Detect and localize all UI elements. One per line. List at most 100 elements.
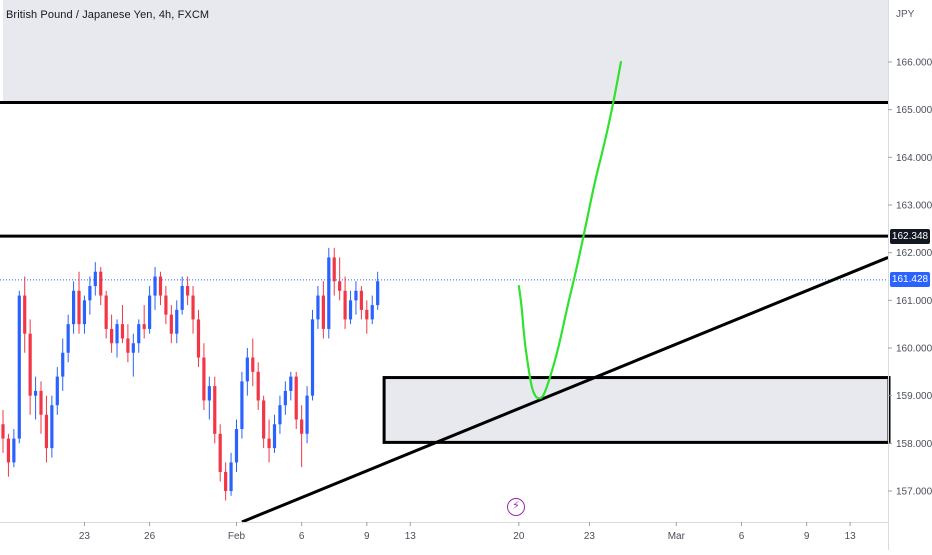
- candle: [191, 295, 195, 320]
- candle: [164, 295, 168, 315]
- candle: [131, 343, 135, 353]
- x-tick-label: Mar: [668, 531, 686, 542]
- y-tick-label: 166.000: [896, 57, 932, 68]
- candle: [338, 281, 342, 291]
- x-tick-label: 9: [364, 531, 370, 542]
- x-tick-label: 6: [299, 531, 305, 542]
- candle: [376, 281, 380, 306]
- candle: [175, 309, 179, 334]
- candle: [365, 309, 369, 320]
- candle: [202, 357, 206, 401]
- y-tick-label: 163.000: [896, 200, 932, 211]
- candle: [169, 314, 173, 334]
- candle: [186, 286, 190, 296]
- y-tick-label: 164.000: [896, 153, 932, 164]
- x-tick-label: 13: [405, 531, 417, 542]
- y-tick-label: 165.000: [896, 105, 932, 116]
- supply-demand-zone: [3, 0, 888, 103]
- y-tick-label: 159.000: [896, 391, 932, 402]
- candle: [126, 338, 130, 353]
- candle: [294, 376, 298, 420]
- candle: [332, 257, 336, 282]
- x-tick-label: 23: [79, 531, 91, 542]
- x-tick-label: 9: [804, 531, 810, 542]
- supply-demand-zone: [383, 377, 888, 443]
- candle: [17, 295, 21, 439]
- candle: [1, 424, 5, 439]
- candle: [251, 357, 255, 372]
- candle: [50, 405, 54, 449]
- candle: [305, 395, 309, 434]
- candle: [224, 471, 228, 492]
- candle: [343, 290, 347, 320]
- candle: [348, 300, 353, 320]
- candle: [82, 300, 87, 325]
- candle: [93, 271, 97, 287]
- candle: [289, 376, 293, 391]
- y-tick-label: 157.000: [896, 487, 932, 498]
- candle: [153, 276, 157, 296]
- candle: [66, 324, 70, 353]
- candle: [240, 381, 244, 430]
- y-tick-label: 161.000: [896, 296, 932, 307]
- x-tick-label: 13: [845, 531, 857, 542]
- candle: [316, 295, 320, 320]
- candle: [6, 438, 11, 463]
- y-tick-label: 162.000: [896, 248, 932, 259]
- candle: [272, 424, 277, 449]
- candle: [267, 438, 271, 449]
- candle: [77, 290, 81, 325]
- trendline: [241, 256, 889, 524]
- candle: [283, 390, 287, 406]
- lightning-icon[interactable]: ⚡: [507, 498, 525, 516]
- candle: [234, 429, 239, 463]
- candle: [213, 386, 217, 434]
- candle: [142, 324, 146, 329]
- candle: [148, 295, 152, 329]
- candle: [115, 324, 119, 344]
- candle: [262, 400, 266, 439]
- candle: [55, 376, 59, 406]
- candle: [218, 433, 222, 472]
- last-price-tag: 161.428: [890, 272, 930, 288]
- candle: [110, 328, 114, 344]
- candle: [229, 462, 233, 492]
- candle: [300, 419, 304, 434]
- candle: [180, 286, 184, 310]
- candle: [33, 390, 38, 396]
- candle: [137, 324, 141, 344]
- candle: [354, 290, 358, 301]
- x-tick-label: 23: [584, 531, 596, 542]
- x-tick-label: 20: [513, 531, 525, 542]
- candle: [44, 414, 49, 449]
- candle: [245, 357, 249, 382]
- candle: [359, 290, 363, 310]
- y-tick-label: 158.000: [896, 439, 932, 450]
- candle: [104, 295, 108, 329]
- projection-curve: [517, 60, 623, 400]
- candle: [310, 319, 315, 396]
- x-tick-label: Feb: [228, 531, 246, 542]
- x-tick-label: 26: [144, 531, 156, 542]
- y-tick-label: 160.000: [896, 344, 932, 355]
- candle: [88, 286, 92, 301]
- candle: [61, 352, 65, 377]
- x-tick-label: 6: [739, 531, 745, 542]
- candle: [278, 405, 282, 425]
- candle: [256, 371, 260, 401]
- candle: [39, 390, 43, 415]
- chart-title: British Pound / Japanese Yen, 4h, FXCM: [6, 9, 210, 21]
- resistance-price-tag: 162.348: [890, 228, 930, 244]
- candle: [71, 290, 76, 325]
- candle: [28, 333, 32, 396]
- candle: [158, 276, 163, 296]
- candle: [23, 295, 27, 334]
- candle: [327, 257, 331, 329]
- candle: [196, 319, 201, 358]
- candle: [99, 271, 103, 296]
- candle: [12, 438, 16, 463]
- candle: [370, 305, 374, 320]
- currency-label: JPY: [896, 9, 915, 20]
